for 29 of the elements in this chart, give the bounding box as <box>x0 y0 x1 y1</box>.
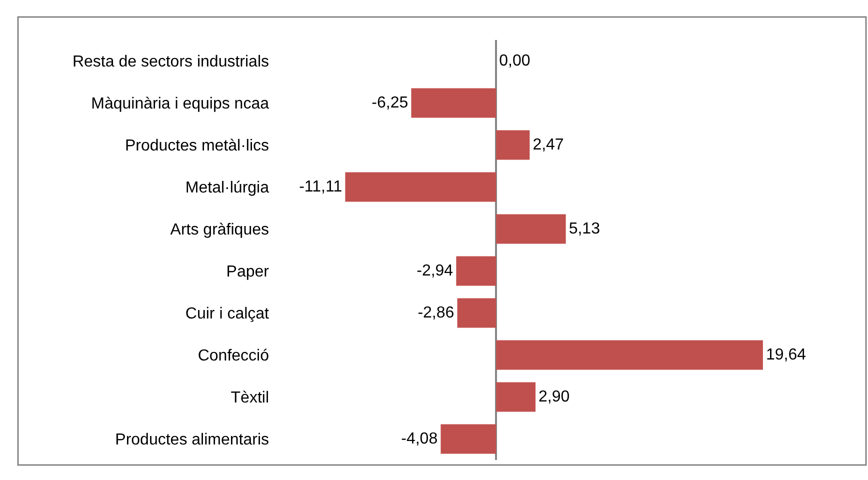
data-label: -2,86 <box>418 304 454 322</box>
bar <box>496 340 763 370</box>
data-label: 2,47 <box>532 136 564 154</box>
bar <box>496 130 530 160</box>
bar <box>345 172 496 202</box>
data-label: -6,25 <box>372 94 408 112</box>
bar <box>440 424 496 454</box>
bar <box>411 88 496 118</box>
data-label: 2,90 <box>538 388 570 406</box>
y-tick-label: Productes alimentaris <box>115 432 269 449</box>
bar <box>457 298 496 328</box>
data-label: -11,11 <box>299 178 342 196</box>
y-tick-label: Productes metàl·lics <box>124 138 269 155</box>
data-label: 19,64 <box>766 346 806 364</box>
bar <box>496 214 566 244</box>
y-tick-label: Paper <box>226 264 270 281</box>
y-tick-label: Arts gràfiques <box>170 222 269 239</box>
y-tick-label: Cuir i calçat <box>185 306 270 323</box>
bar <box>456 256 496 286</box>
data-label: 0,00 <box>499 52 530 70</box>
y-tick-label: Resta de sectors industrials <box>72 54 269 71</box>
y-tick-label: Confecció <box>198 348 270 365</box>
data-label: -4,08 <box>401 430 438 448</box>
y-tick-label: Metal·lúrgia <box>185 180 270 197</box>
data-label: 5,13 <box>568 220 600 238</box>
bar <box>496 382 536 412</box>
y-tick-label: Tèxtil <box>230 390 269 407</box>
data-label: -2,94 <box>416 262 454 280</box>
y-tick-label: Màquinària i equips ncaa <box>91 96 270 113</box>
